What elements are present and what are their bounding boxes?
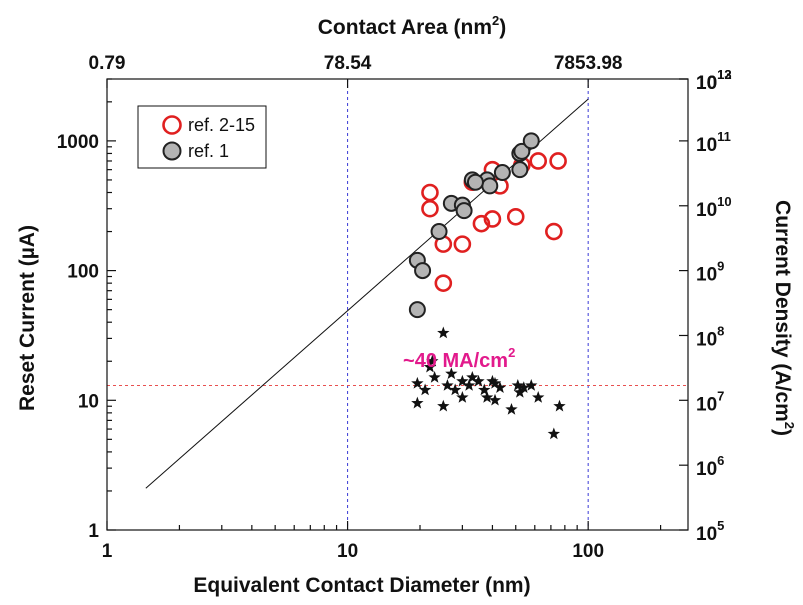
ref-2-15-point [453,235,472,253]
right-tick-label: 1013 [696,67,732,94]
star-point [517,381,530,393]
star-point [478,383,491,396]
star-point [511,379,524,391]
y-tick-label: 10 [78,391,99,412]
star-point [553,399,566,412]
right-tick-label: 106 [696,453,724,480]
legend-box [137,105,267,169]
legend-label-ref-2-15: ref. 2-15 [188,115,255,135]
ref-1-point [493,164,511,182]
ref-1-point [511,161,529,179]
ref-1-point [455,202,473,220]
y-tick-label: 100 [67,262,99,283]
data-points [408,132,567,440]
legend-marker-ref-1 [162,141,182,161]
ref-2-15-point [529,152,548,170]
star-point [437,326,450,339]
star-point [462,379,476,391]
star-point [532,391,545,403]
right-tick-label: 1010 [696,194,732,221]
legend-label-ref-1: ref. 1 [188,141,229,161]
ref-1-point [430,223,448,241]
star-point [411,396,424,409]
top-tick-label: 7853.98 [554,53,623,74]
star-point [428,370,441,383]
star-point [480,391,494,403]
star-point [418,383,432,396]
star-point [513,385,527,398]
top-axis-title: Contact Area (nm2) [318,13,506,39]
star-point [466,370,479,383]
ref-2-15-point [545,222,563,241]
plot-frame [106,78,689,531]
star-point [493,381,507,393]
star-point [525,379,538,391]
x-tick-label: 1 [102,541,113,562]
ref-2-15-point [483,210,502,228]
y-tick-label: 1 [88,521,99,542]
ref-2-15-point [421,199,439,218]
legend-marker-ref-2-15 [162,115,182,135]
star-point [411,376,424,389]
star-point [505,402,518,415]
ref-2-15-point [549,152,567,170]
ref-1-point [513,142,531,160]
star-point [472,374,485,387]
legend: ref. 2-15 ref. 1 [137,105,267,169]
y-axis-title: Reset Current (µA) [16,225,39,411]
ref-2-15-point [434,274,453,292]
axis-ticks: 1 10 100 0.79 78.54 7853.98 1 10 100 1000 105 106 10… [57,53,732,562]
star-point [486,374,499,387]
right-tick-label: 107 [696,388,724,415]
star-point [456,374,469,387]
star-point [488,376,502,389]
density-annotation: ~40 MA/cm2 [403,345,515,372]
ref-1-point [408,301,426,319]
right-tick-label: 105 [696,518,724,545]
star-point [547,427,561,440]
star-point [456,391,469,403]
star-point [488,393,502,406]
star-point [445,367,458,380]
ref-1-point [414,262,432,280]
top-tick-label: 78.54 [324,53,372,74]
ref-2-15-point [472,214,491,233]
ref-2-15-point [421,183,439,202]
x-tick-label: 10 [337,541,358,562]
right-tick-label: 109 [696,259,724,286]
star-point [423,360,437,373]
right-tick-label: 1012 [696,67,732,94]
guide-lines [107,79,688,530]
y-tick-label: 1000 [57,132,99,153]
ref-1-point [481,177,499,195]
right-axis-title: Current Density (A/cm2) [771,200,797,436]
star-point [448,383,462,396]
ref-1-point [522,132,540,150]
ref-1-point [466,173,484,191]
right-tick-label: 108 [696,323,724,350]
star-point [441,379,454,391]
star-point [437,399,450,412]
x-tick-label: 100 [572,541,604,562]
star-point [426,354,439,367]
ref-2-15-point [506,207,525,226]
right-tick-label: 1011 [696,129,731,156]
top-tick-label: 0.79 [89,53,126,74]
x-axis-title: Equivalent Contact Diameter (nm) [193,574,530,597]
